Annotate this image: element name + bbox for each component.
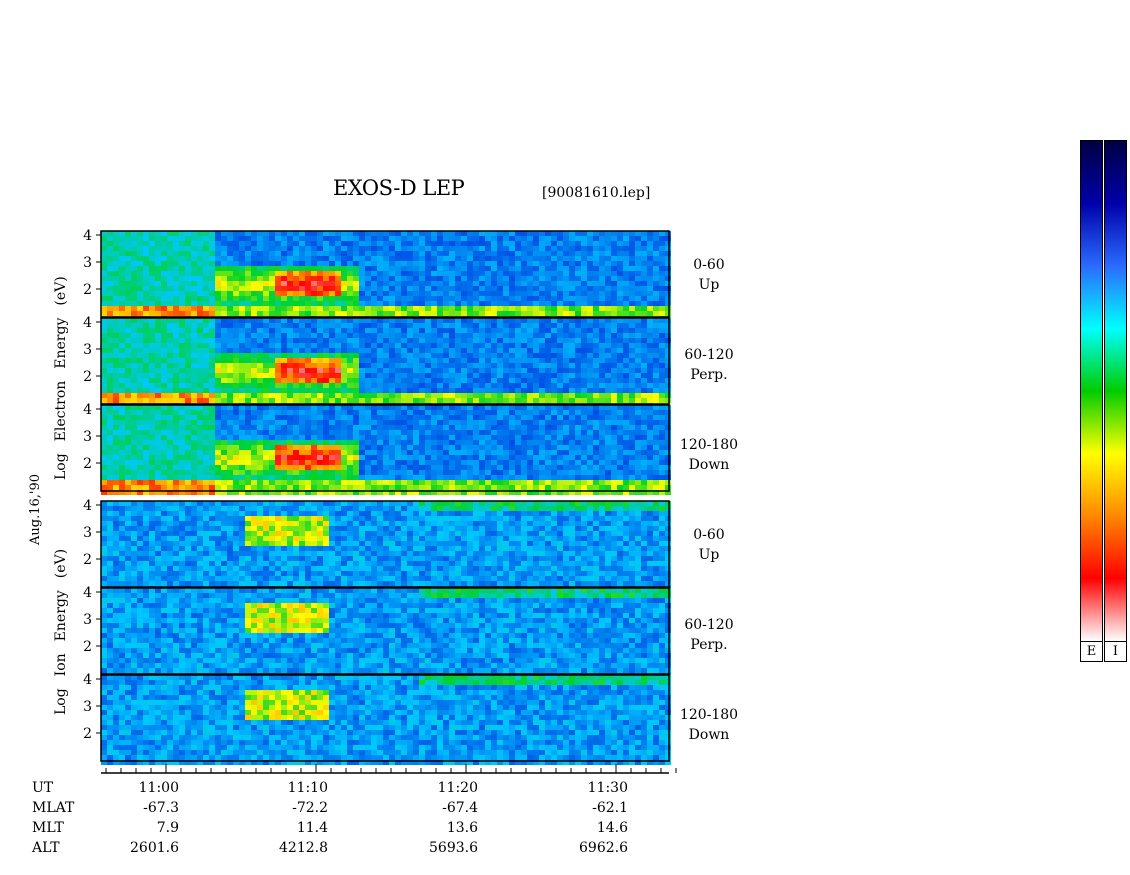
panel-range: 0-60 <box>693 257 725 273</box>
mlat-value: -62.1 <box>592 800 628 816</box>
y-tick-label: 3 <box>83 525 92 541</box>
ion-colorbar <box>1104 140 1127 642</box>
panel-range: 60-120 <box>684 617 734 633</box>
panel-dir: Perp. <box>690 367 728 383</box>
y-tick-label: 3 <box>83 342 92 358</box>
y-tick-label: 4 <box>83 315 92 331</box>
y-tick-label: 2 <box>83 282 92 298</box>
mlat-value: -72.2 <box>292 800 328 816</box>
panel-label-4: 0-60 Up <box>672 525 746 565</box>
colorbar-key-e: E <box>1080 641 1103 662</box>
chart-title: EXOS-D LEP <box>333 176 465 200</box>
panel-range: 120-180 <box>679 437 739 453</box>
spectrogram-panel-1 <box>101 231 671 321</box>
date-label: Aug.16,'90 <box>28 473 43 545</box>
ut-value: 11:20 <box>437 780 478 796</box>
y-tick-label: 4 <box>83 498 92 514</box>
y-tick-label: 3 <box>83 429 92 445</box>
mlt-value: 7.9 <box>156 820 179 836</box>
spectrogram-panel-3 <box>101 405 671 495</box>
mlt-value: 13.6 <box>446 820 478 836</box>
y-tick-label: 4 <box>83 672 92 688</box>
electron-colorbar <box>1080 140 1103 642</box>
panel-label-2: 60-120 Perp. <box>672 345 746 385</box>
alt-value: 4212.8 <box>279 840 328 856</box>
panel-frame <box>100 674 670 762</box>
panel-range: 60-120 <box>684 347 734 363</box>
ion-ylabel-unit: (eV) <box>53 548 69 579</box>
spectrogram-panel-2 <box>101 318 671 408</box>
panel-frame <box>100 230 670 318</box>
y-tick-label: 3 <box>83 255 92 271</box>
row-label-ut: UT <box>32 780 54 796</box>
electron-ylabel-energy: Energy <box>53 317 69 369</box>
electron-axis-label: Log Electron Energy (eV) <box>53 264 69 480</box>
panel-frame <box>100 317 670 405</box>
ut-value: 11:10 <box>287 780 328 796</box>
alt-value: 2601.6 <box>130 840 179 856</box>
electron-ylabel-log: Log <box>53 453 69 480</box>
ion-axis-label: Log Ion Energy (eV) <box>53 537 69 715</box>
panel-frame <box>100 500 670 588</box>
ut-value: 11:30 <box>587 780 628 796</box>
spectrogram-panel-4 <box>101 501 671 591</box>
y-tick-label: 2 <box>83 726 92 742</box>
panel-range: 0-60 <box>693 527 725 543</box>
panel-dir: Down <box>688 457 730 473</box>
y-tick-label: 3 <box>83 612 92 628</box>
panel-frame <box>100 404 670 492</box>
row-label-mlt: MLT <box>32 820 64 836</box>
ion-ylabel-ion: Ion <box>53 653 69 677</box>
panel-dir: Perp. <box>690 637 728 653</box>
electron-ylabel-electron: Electron <box>53 380 69 442</box>
y-tick-label: 2 <box>83 456 92 472</box>
panel-label-1: 0-60 Up <box>672 255 746 295</box>
panel-dir: Up <box>698 277 720 293</box>
panel-dir: Up <box>698 547 720 563</box>
panel-label-5: 60-120 Perp. <box>672 615 746 655</box>
spectrogram-panel-6 <box>101 675 671 765</box>
panel-range: 120-180 <box>679 707 739 723</box>
alt-value: 6962.6 <box>579 840 628 856</box>
y-tick-label: 2 <box>83 552 92 568</box>
spectrogram-panel-5 <box>101 588 671 678</box>
mlt-value: 14.6 <box>596 820 628 836</box>
y-tick-label: 4 <box>83 585 92 601</box>
panel-dir: Down <box>688 727 730 743</box>
panel-label-3: 120-180 Down <box>672 435 746 475</box>
panel-frame <box>100 587 670 675</box>
row-label-mlat: MLAT <box>32 800 75 816</box>
y-tick-label: 2 <box>83 369 92 385</box>
row-label-alt: ALT <box>32 840 60 856</box>
alt-value: 5693.6 <box>429 840 478 856</box>
mlat-value: -67.3 <box>143 800 179 816</box>
ut-value: 11:00 <box>138 780 179 796</box>
colorbar-key-i: I <box>1104 641 1127 662</box>
electron-ylabel-unit: (eV) <box>53 276 69 306</box>
y-tick-label: 3 <box>83 699 92 715</box>
panel-label-6: 120-180 Down <box>672 705 746 745</box>
ion-ylabel-energy: Energy <box>53 590 69 642</box>
ion-ylabel-log: Log <box>53 688 69 715</box>
mlat-value: -67.4 <box>442 800 478 816</box>
y-tick-label: 4 <box>83 228 92 244</box>
mlt-value: 11.4 <box>296 820 328 836</box>
y-tick-label: 4 <box>83 402 92 418</box>
y-tick-label: 2 <box>83 639 92 655</box>
file-name: [90081610.lep] <box>542 185 651 201</box>
